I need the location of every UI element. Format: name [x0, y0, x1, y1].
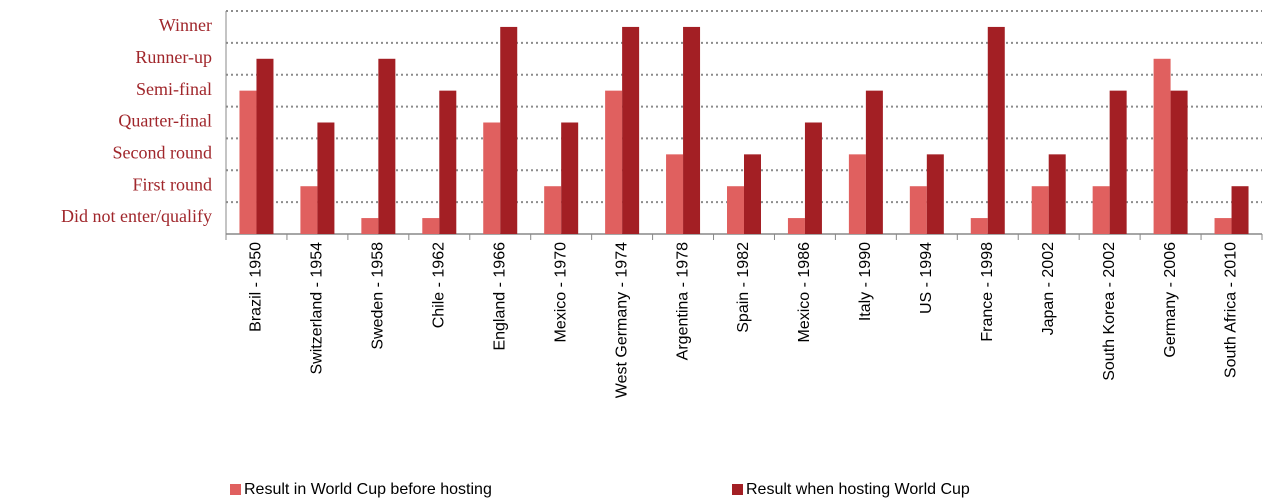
bar [683, 26, 701, 234]
bar [561, 122, 579, 234]
bar [622, 26, 640, 234]
x-tick-label: US - 1994 [918, 242, 935, 314]
y-tick-label: Winner [159, 15, 212, 35]
bar [666, 154, 684, 234]
bar [378, 58, 396, 235]
legend-swatch [732, 484, 743, 495]
bar [1031, 186, 1049, 234]
bar [1214, 218, 1232, 234]
bar [439, 90, 457, 235]
y-tick-label: Semi-final [136, 79, 212, 99]
bar [483, 122, 501, 234]
y-tick-label: Runner-up [135, 47, 212, 67]
bar [848, 154, 866, 234]
bar [987, 26, 1005, 234]
x-tick-label: Chile - 1962 [431, 242, 448, 328]
bar [1153, 58, 1171, 235]
bar [865, 90, 883, 235]
bar [239, 90, 257, 235]
bar [317, 122, 335, 234]
bar [605, 90, 623, 235]
x-tick-label: Germany - 2006 [1162, 242, 1179, 358]
legend-swatch [230, 484, 241, 495]
x-tick-label: England - 1966 [491, 242, 508, 351]
x-tick-label: South Korea - 2002 [1101, 242, 1118, 381]
bar [361, 218, 379, 234]
x-tick-label: France - 1998 [979, 242, 996, 342]
x-tick-label: Mexico - 1986 [796, 242, 813, 343]
y-tick-label: Quarter-final [118, 111, 212, 131]
legend-label: Result when hosting World Cup [746, 481, 970, 498]
bar [1170, 90, 1188, 235]
bar [544, 186, 562, 234]
x-tick-label: Mexico - 1970 [552, 242, 569, 343]
bar [926, 154, 944, 234]
x-tick-label: Brazil - 1950 [248, 242, 265, 332]
bar [787, 218, 805, 234]
bar [1092, 186, 1110, 234]
x-tick-label: Japan - 2002 [1040, 242, 1057, 336]
bar [500, 26, 518, 234]
y-tick-label: Did not enter/qualify [61, 206, 212, 226]
y-tick-label: First round [132, 174, 212, 194]
x-tick-label: West Germany - 1974 [613, 242, 630, 398]
x-tick-label: Sweden - 1958 [370, 242, 387, 350]
bar [970, 218, 988, 234]
legend-label: Result in World Cup before hosting [244, 481, 492, 498]
bar [256, 58, 274, 235]
y-tick-label: Second round [113, 142, 212, 162]
bar [300, 186, 318, 234]
x-tick-label: Argentina - 1978 [674, 242, 691, 360]
bar [909, 186, 927, 234]
bar [1109, 90, 1127, 235]
x-tick-label: Italy - 1990 [857, 242, 874, 321]
x-tick-label: Spain - 1982 [735, 242, 752, 333]
x-tick-label: South Africa - 2010 [1223, 242, 1240, 378]
bar [744, 154, 761, 234]
bar [1231, 186, 1249, 234]
bar [422, 218, 440, 234]
bar [1048, 154, 1066, 234]
bar [727, 186, 744, 234]
x-tick-label: Switzerland - 1954 [309, 242, 326, 375]
bar [804, 122, 822, 234]
